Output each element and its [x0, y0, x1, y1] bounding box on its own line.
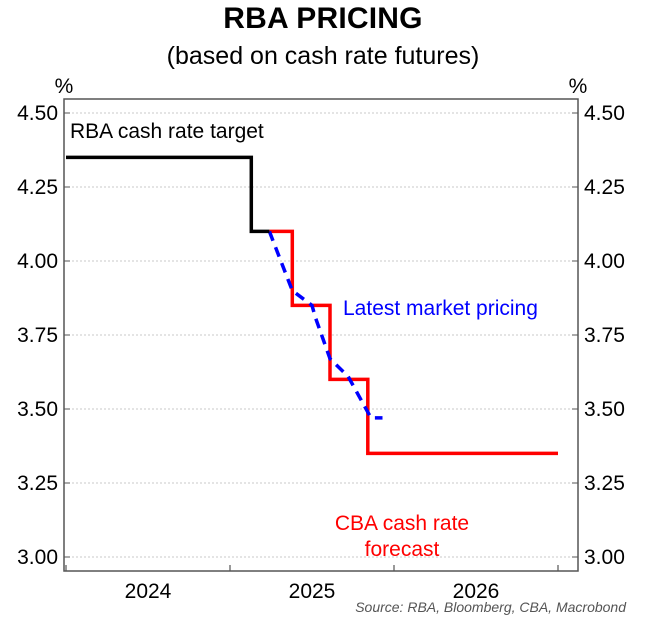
y-tick-label-left: 3.00	[17, 546, 58, 569]
chart-title: RBA PRICING	[223, 2, 423, 35]
x-tick-label: 2024	[125, 580, 172, 603]
chart-subtitle: (based on cash rate futures)	[166, 42, 480, 70]
y-tick-label-right: 3.25	[584, 472, 625, 495]
y-tick-label-left: 3.50	[17, 398, 58, 421]
y-tick-label-right: 3.00	[584, 546, 625, 569]
series-cba-cash-rate-forecast	[269, 229, 558, 456]
x-tick-label: 2026	[453, 580, 500, 603]
y-tick-label-right: 3.50	[584, 398, 625, 421]
x-tick-label: 2025	[289, 580, 336, 603]
gridlines	[64, 112, 578, 558]
series-layer	[66, 155, 558, 456]
y-unit-right: %	[569, 75, 588, 98]
y-tick-label-left: 4.50	[17, 102, 58, 125]
annotation-cba-forecast-line2: forecast	[365, 538, 440, 561]
y-tick-label-right: 4.00	[584, 250, 625, 273]
y-tick-label-right: 4.25	[584, 176, 625, 199]
axes-layer: 3.00 3.00 3.25 3.25 3.50 3.50 3.75 3.75 4.00 4.00…	[17, 102, 625, 603]
y-tick-label-left: 4.00	[17, 250, 58, 273]
annotation-latest-market-pricing: Latest market pricing	[343, 297, 538, 320]
series-latest-market-pricing	[267, 230, 383, 420]
y-tick-label-left: 4.25	[17, 176, 58, 199]
y-tick-label-left: 3.25	[17, 472, 58, 495]
annotation-cba-forecast-line1: CBA cash rate	[335, 512, 469, 535]
source-note: Source: RBA, Bloomberg, CBA, Macrobond	[355, 599, 627, 615]
y-tick-label-left: 3.75	[17, 324, 58, 347]
y-unit-left: %	[55, 75, 74, 98]
series-rba-cash-rate-target	[66, 155, 270, 234]
y-tick-label-right: 4.50	[584, 102, 625, 125]
y-tick-label-right: 3.75	[584, 324, 625, 347]
annotation-rba-cash-rate-target: RBA cash rate target	[70, 120, 264, 143]
